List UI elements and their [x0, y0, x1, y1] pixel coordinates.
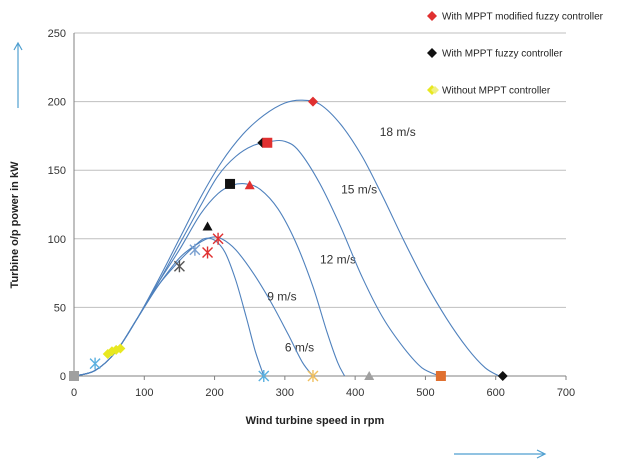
y-tick-label: 150: [48, 165, 66, 177]
legend-marker-shadow: [431, 86, 439, 94]
data-point-diamond: [307, 96, 318, 107]
data-point-triangle: [244, 180, 255, 190]
x-tick-label: 600: [487, 387, 505, 399]
x-tick-label: 700: [557, 387, 575, 399]
data-point-square: [262, 137, 273, 148]
y-axis-arrow: [13, 41, 23, 108]
y-tick-label: 200: [48, 97, 66, 109]
legend-marker-diamond: [427, 48, 437, 58]
data-point-diamond: [115, 343, 126, 354]
curve-label-9-m-s: 9 m/s: [267, 290, 296, 304]
legend-label: Without MPPT controller: [442, 86, 551, 97]
data-point-star: [202, 246, 214, 259]
data-point-star: [189, 243, 201, 256]
y-tick-label: 50: [54, 302, 66, 314]
grid-layer: [74, 32, 566, 308]
data-point-star: [89, 357, 101, 370]
curve-label-18-m-s: 18 m/s: [380, 125, 416, 139]
x-tick-label: 300: [276, 387, 294, 399]
curve-label-12-m-s: 12 m/s: [320, 252, 356, 266]
x-axis-arrow: [454, 449, 547, 459]
x-tick-label: 500: [416, 387, 434, 399]
data-point-triangle: [202, 221, 213, 231]
y-tick-label: 0: [60, 371, 66, 383]
data-point-star: [173, 260, 185, 273]
x-tick-label: 400: [346, 387, 364, 399]
x-tick-label: 100: [135, 387, 153, 399]
legend-marker-diamond: [427, 11, 437, 21]
data-point-square: [435, 371, 446, 381]
legend: With MPPT modified fuzzy controller With …: [427, 11, 604, 97]
curve-18-m-s: [73, 99, 500, 377]
curve-15-m-s: [73, 139, 440, 377]
x-tick-label: 0: [71, 387, 77, 399]
legend-label: With MPPT modified fuzzy controller: [442, 12, 604, 23]
data-point-square: [225, 178, 236, 189]
legend-label: With MPPT fuzzy controller: [442, 49, 563, 60]
x-tick-label: 200: [205, 387, 223, 399]
curve-label-15-m-s: 15 m/s: [341, 183, 377, 197]
axis-layer: 0 50 100 150 200 250 0 100 200 300 400 500 600 700: [48, 28, 576, 399]
y-tick-label: 250: [48, 28, 66, 40]
legend-entry: Without MPPT controller: [427, 85, 551, 97]
legend-entry: With MPPT fuzzy controller: [427, 48, 563, 60]
x-axis-title: Wind turbine speed in rpm: [246, 415, 385, 427]
data-point-triangle: [364, 371, 375, 380]
y-axis-title: Turbine o/p power in kW: [9, 161, 21, 289]
data-point-star: [212, 232, 224, 245]
data-point-diamond: [497, 371, 508, 381]
curve-label-6-m-s: 6 m/s: [285, 340, 314, 354]
data-point-square: [69, 371, 79, 381]
data-point-star: [258, 370, 270, 382]
curve-layer: 6 m/s 9 m/s 12 m/s 15 m/s 18 m/s: [73, 99, 500, 377]
y-tick-label: 100: [48, 234, 66, 246]
marker-layer: [69, 96, 508, 382]
data-point-star: [307, 370, 319, 382]
legend-entry: With MPPT modified fuzzy controller: [427, 11, 604, 23]
